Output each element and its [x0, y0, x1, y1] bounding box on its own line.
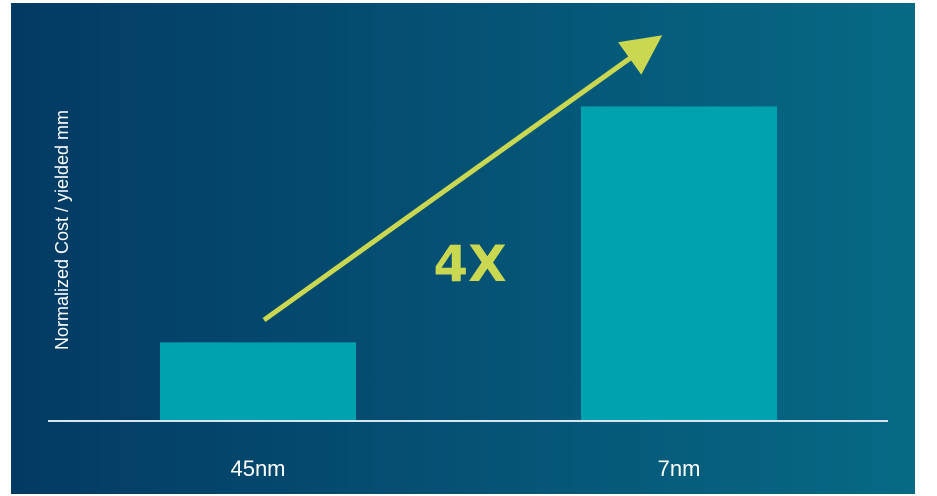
y-axis-label: Normalized Cost / yielded mm: [52, 110, 72, 350]
bar-7nm: [581, 106, 777, 422]
growth-arrow: [262, 35, 663, 323]
growth-annotation: 4X: [433, 235, 506, 293]
x-tick-label-45nm: 45nm: [230, 456, 285, 481]
bar-45nm: [160, 342, 356, 421]
x-tick-label-7nm: 7nm: [658, 456, 701, 481]
